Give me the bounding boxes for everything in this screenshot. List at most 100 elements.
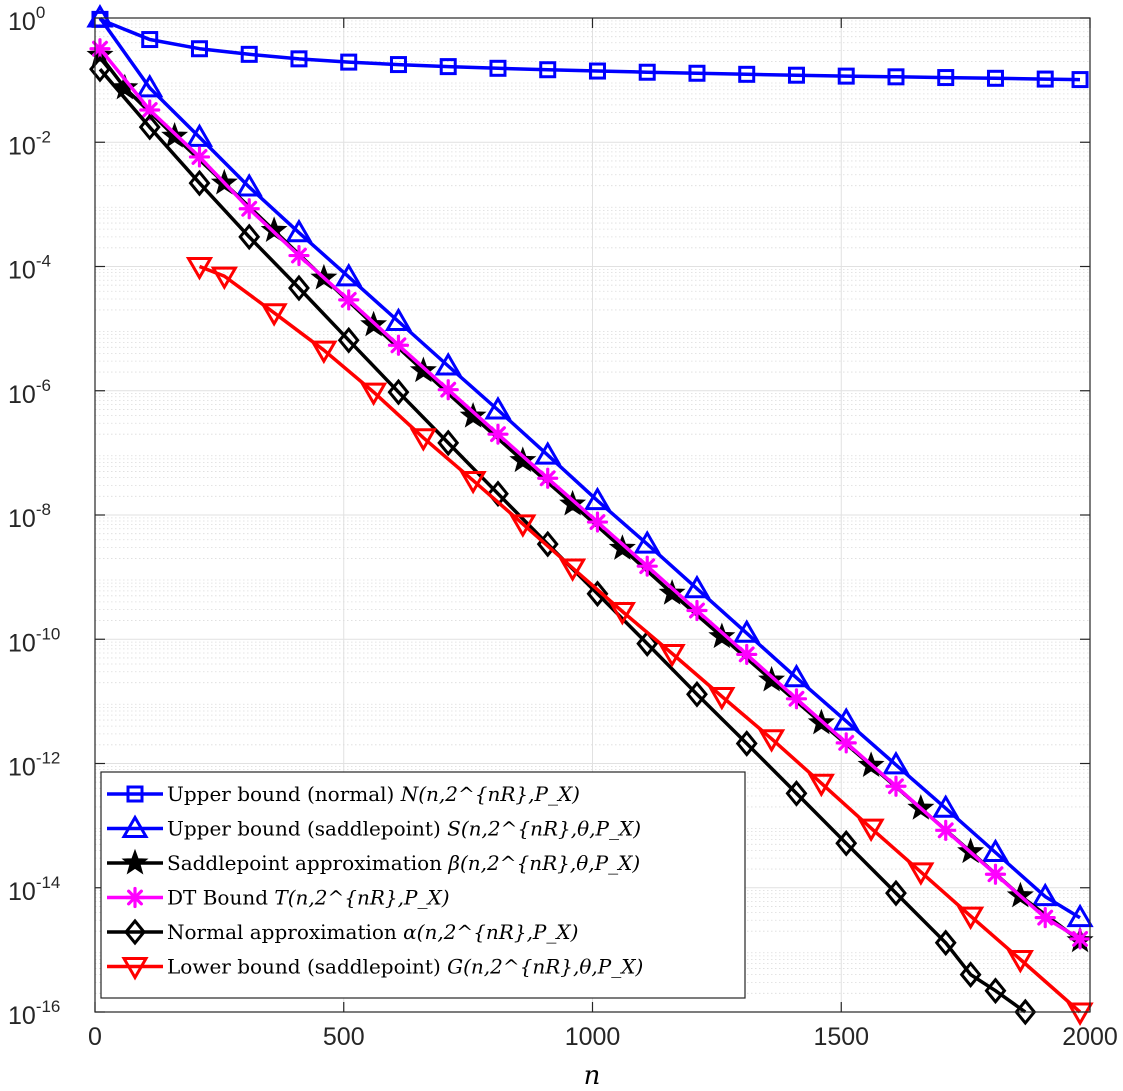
legend-entry: Upper bound (normal) N(n,2^{nR},P_X)	[107, 782, 580, 806]
square-marker	[190, 40, 208, 58]
square-marker	[837, 67, 855, 85]
diamond-marker	[387, 378, 410, 406]
x-tick-label: 1500	[813, 1023, 869, 1051]
asterisk-marker	[124, 886, 146, 909]
y-tick-label: 10-10	[8, 624, 60, 657]
triangle-up-marker	[434, 352, 462, 376]
triangle-down-marker	[558, 558, 587, 583]
asterisk-stroke	[937, 822, 954, 839]
asterisk-marker	[686, 599, 708, 622]
asterisk-stroke	[440, 381, 457, 398]
triangle-down-marker	[310, 340, 338, 365]
asterisk-stroke	[888, 778, 904, 795]
asterisk-stroke	[241, 200, 258, 217]
y-tick-label: 10-6	[8, 376, 51, 409]
star-marker	[260, 216, 288, 242]
x-tick-label: 2000	[1062, 1023, 1118, 1051]
asterisk-stroke	[141, 102, 158, 119]
asterisk-marker	[338, 289, 360, 311]
triangle-down-marker	[807, 773, 835, 798]
asterisk-stroke	[589, 514, 606, 531]
asterisk-marker	[636, 555, 658, 577]
asterisk-marker	[238, 198, 260, 220]
triangle-down-marker	[260, 303, 288, 327]
triangle-down-marker	[658, 643, 686, 668]
triangle-up-marker	[235, 173, 263, 197]
triangle-up-marker	[484, 396, 512, 420]
diamond-marker	[835, 829, 858, 857]
legend-label: Upper bound (saddlepoint) S(n,2^{nR},θ,P…	[167, 817, 641, 841]
x-axis-label: n	[584, 1061, 601, 1091]
triangle-up-marker	[832, 707, 860, 731]
asterisk-marker	[288, 244, 310, 267]
square-marker	[126, 785, 144, 803]
star-marker	[509, 446, 537, 473]
triangle-up-marker	[86, 4, 114, 28]
diamond-marker	[984, 977, 1007, 1005]
triangle-down-marker	[857, 818, 885, 843]
y-tick-label: 10-4	[8, 252, 51, 285]
square-marker	[539, 61, 557, 79]
triangle-up-marker	[285, 218, 313, 243]
diamond-marker	[686, 680, 708, 708]
asterisk-stroke	[1072, 930, 1089, 947]
series-4	[89, 38, 1091, 950]
series-area	[86, 4, 1094, 1026]
triangle-up-marker	[683, 574, 711, 599]
square-marker	[937, 69, 955, 87]
square-marker	[439, 58, 457, 76]
square-marker	[887, 68, 905, 86]
series-line	[198, 264, 1082, 1014]
triangle-up-marker	[1031, 882, 1059, 907]
legend-label: Saddlepoint approximation β(n,2^{nR},θ,P…	[167, 851, 640, 875]
legend-entry: Upper bound (saddlepoint) S(n,2^{nR},θ,P…	[107, 814, 641, 841]
diamond-marker	[735, 730, 758, 757]
triangle-up-marker	[121, 814, 149, 838]
diamond-marker	[1014, 998, 1037, 1026]
asterisk-stroke	[340, 291, 357, 308]
star-marker	[608, 534, 636, 560]
triangle-up-marker	[932, 794, 960, 818]
series-6	[185, 257, 1094, 1026]
legend-label: Upper bound (normal) N(n,2^{nR},P_X)	[167, 782, 580, 806]
asterisk-marker	[785, 688, 808, 710]
asterisk-stroke	[390, 337, 407, 354]
square-marker	[1036, 70, 1054, 88]
triangle-down-marker	[185, 257, 214, 281]
triangle-up-marker	[335, 262, 363, 287]
series-5	[89, 55, 1037, 1026]
axes: 0 500 1000 1500 2000 100 10-2 10-4 10-6 10-8 10-10…	[8, 3, 1118, 1051]
triangle-down-marker	[409, 428, 437, 452]
triangle-down-marker	[359, 382, 388, 407]
square-marker	[290, 50, 308, 68]
triangle-up-marker	[633, 530, 661, 554]
square-marker	[340, 53, 358, 71]
y-tick-label: 10-2	[8, 127, 51, 160]
square-marker	[787, 66, 805, 84]
star-marker	[121, 848, 149, 875]
diamond-marker	[785, 780, 808, 807]
diamond-marker	[487, 480, 509, 508]
triangle-up-marker	[882, 750, 910, 775]
asterisk-marker	[387, 334, 410, 356]
square-marker	[638, 63, 656, 81]
legend: Upper bound (normal) N(n,2^{nR},P_X) Uppe…	[100, 771, 746, 999]
asterisk-marker	[437, 379, 459, 401]
asterisk-marker	[835, 732, 857, 754]
triangle-down-marker	[1006, 949, 1034, 974]
asterisk-stroke	[788, 690, 805, 707]
diamond-marker	[337, 326, 360, 354]
diamond-marker	[288, 274, 310, 302]
asterisk-marker	[984, 863, 1007, 885]
triangle-up-marker	[384, 307, 413, 332]
triangle-up-marker	[981, 838, 1010, 862]
triangle-up-marker	[583, 486, 612, 511]
asterisk-stroke	[689, 602, 705, 619]
y-tick-label: 10-14	[8, 873, 60, 906]
series-line	[98, 68, 1027, 1014]
diamond-marker	[89, 55, 111, 83]
series-2	[86, 4, 1094, 928]
asterisk-marker	[885, 775, 907, 797]
legend-label: DT Bound T(n,2^{nR},P_X)	[167, 886, 450, 910]
square-marker	[389, 56, 407, 74]
